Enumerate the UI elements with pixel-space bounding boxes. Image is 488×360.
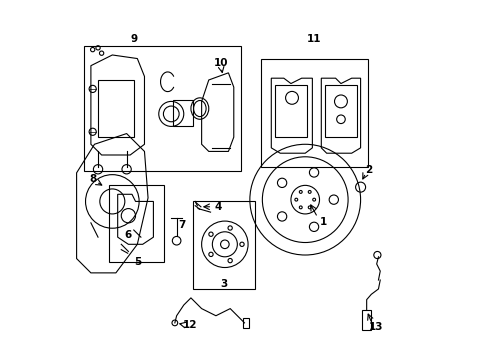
Text: 5: 5 [133, 257, 141, 267]
Text: 4: 4 [214, 202, 221, 212]
Bar [108, 185, 164, 262]
Text: 3: 3 [220, 279, 227, 289]
Bar [98, 80, 134, 137]
Bar [324, 85, 356, 137]
Bar [192, 202, 255, 289]
Text: 12: 12 [183, 320, 197, 330]
Text: 8: 8 [89, 174, 96, 184]
Bar [362, 310, 370, 330]
Bar [260, 59, 367, 167]
Text: 7: 7 [178, 220, 185, 230]
Text: 1: 1 [319, 217, 326, 227]
Text: 6: 6 [124, 230, 132, 240]
Bar [83, 46, 241, 171]
Text: 10: 10 [214, 58, 228, 68]
Text: 13: 13 [368, 322, 383, 332]
Text: 2: 2 [365, 165, 372, 175]
Text: 9: 9 [130, 34, 137, 44]
Bar [274, 85, 306, 137]
Bar [242, 318, 248, 328]
Bar [173, 100, 192, 126]
Text: 11: 11 [306, 34, 321, 44]
